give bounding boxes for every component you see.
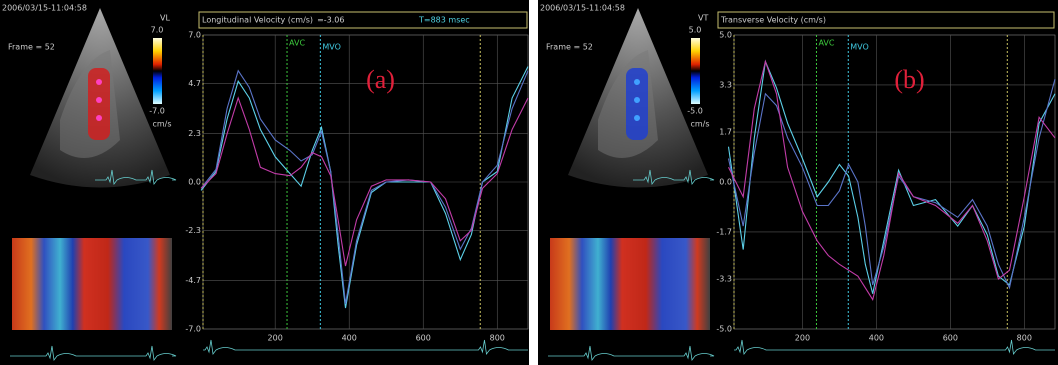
y-tick-label: -7.0 [185, 325, 201, 334]
figure: 2006/03/15-11:04:58 Frame = 52 VL 7.0 -7.0 cm… [0, 0, 1058, 365]
y-tick-label: 1.7 [719, 128, 732, 137]
x-tick-label: 800 [1017, 334, 1032, 343]
y-tick-label: 0.0 [719, 178, 732, 187]
event-label: AVC [289, 39, 305, 48]
event-label: MVO [850, 43, 869, 52]
x-tick-label: 400 [869, 334, 884, 343]
sample-point [634, 115, 640, 121]
m-mode-image [12, 238, 172, 330]
color-bar-unit: cm/s [690, 120, 709, 129]
x-tick-label: 600 [943, 334, 958, 343]
color-bar [691, 38, 700, 104]
scale-label: VT [698, 14, 708, 23]
color-bar-max: 5.0 [689, 26, 702, 35]
y-tick-label: -4.7 [185, 276, 201, 285]
page: {"chart_data": [ {"type": "line", "title… [0, 0, 1058, 365]
color-bar [153, 38, 162, 104]
frame-label: Frame = 52 [546, 43, 593, 52]
color-bar-max: 7.0 [151, 26, 164, 35]
y-tick-label: 4.7 [188, 79, 201, 88]
doppler-region [626, 68, 648, 140]
y-tick-label: 5.0 [719, 31, 732, 40]
event-label: AVC [818, 39, 834, 48]
sample-point [96, 97, 102, 103]
y-tick-label: 0.0 [188, 178, 201, 187]
x-tick-label: 200 [795, 334, 810, 343]
sample-point [96, 115, 102, 121]
y-tick-label: -2.3 [185, 226, 201, 235]
sample-point [634, 97, 640, 103]
frame-label: Frame = 52 [8, 43, 55, 52]
scale-label: VL [160, 14, 170, 23]
timestamp: 2006/03/15-11:04:58 [2, 4, 87, 13]
time-readout: T=883 msec [418, 16, 470, 25]
y-tick-label: 2.3 [188, 129, 201, 138]
x-tick-label: 600 [416, 334, 431, 343]
event-label: MVO [322, 43, 341, 52]
timestamp: 2006/03/15-11:04:58 [540, 4, 625, 13]
readout: =-3.06 [317, 16, 344, 25]
y-tick-label: 3.3 [719, 80, 732, 89]
panel-label: (b) [894, 65, 924, 94]
sample-point [96, 79, 102, 85]
plot-title: Transverse Velocity (cm/s) [720, 16, 826, 25]
plot-title: Longitudinal Velocity (cm/s) [202, 16, 313, 25]
x-tick-label: 400 [342, 334, 357, 343]
color-bar-unit: cm/s [152, 120, 171, 129]
color-bar-min: -7.0 [149, 107, 165, 116]
sample-point [634, 79, 640, 85]
y-tick-label: 7.0 [188, 31, 201, 40]
m-mode-image [550, 238, 710, 330]
doppler-region [88, 68, 110, 140]
y-tick-label: -1.7 [716, 227, 732, 236]
panel-label: (a) [366, 65, 395, 94]
y-tick-label: -3.3 [716, 275, 732, 284]
x-tick-label: 800 [490, 334, 505, 343]
x-tick-label: 200 [268, 334, 283, 343]
color-bar-min: -5.0 [687, 107, 703, 116]
y-tick-label: -5.0 [716, 325, 732, 334]
